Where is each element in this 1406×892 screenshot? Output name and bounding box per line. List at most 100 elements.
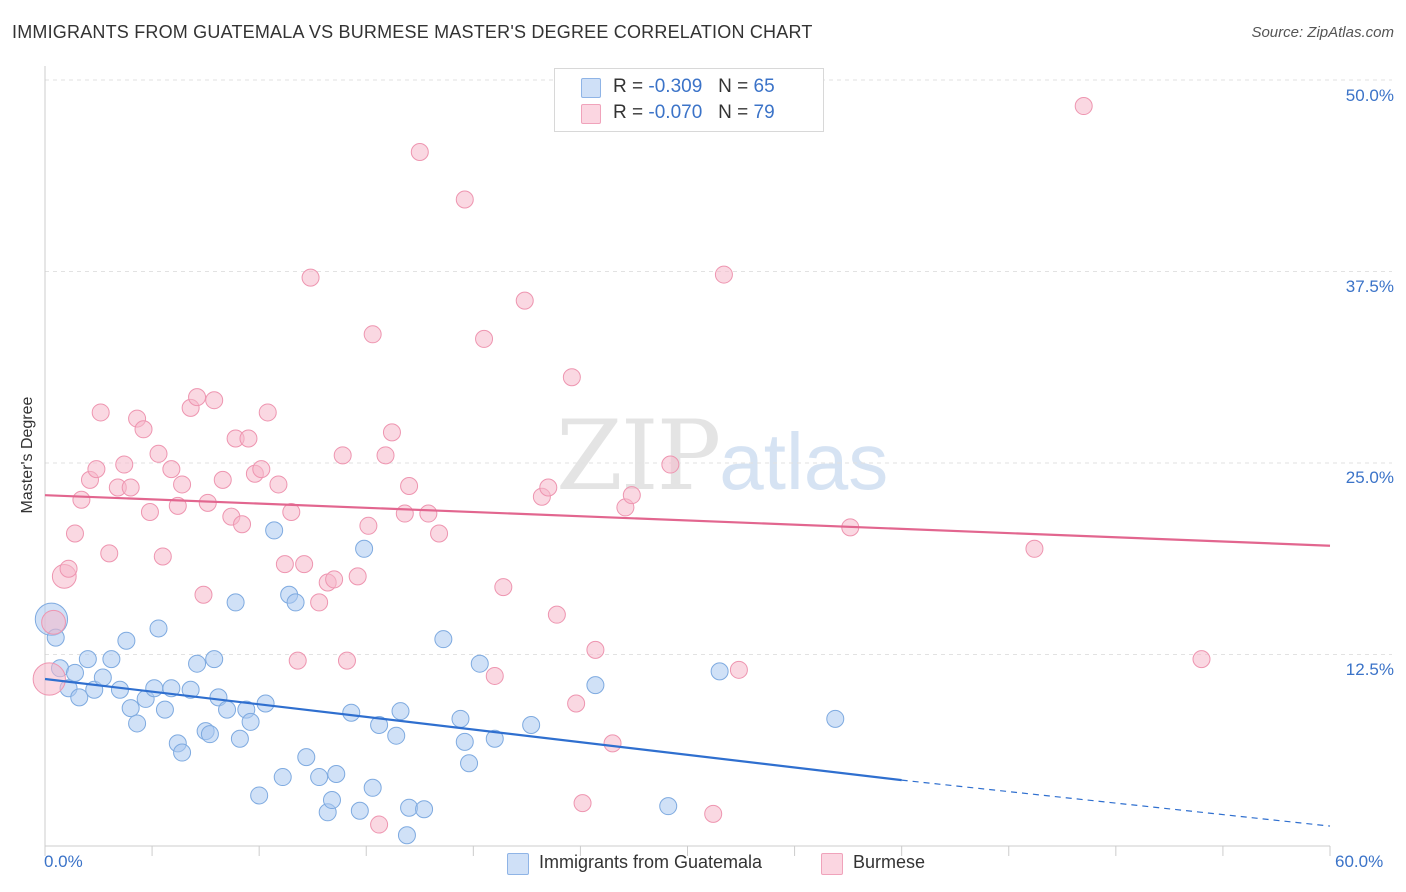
point-guatemala [70, 688, 89, 707]
point-burmese [567, 694, 586, 713]
source-credit: Source: ZipAtlas.com [1251, 24, 1394, 41]
point-burmese [59, 559, 78, 578]
point-burmese [419, 504, 438, 523]
bottom-legend-label-burmese: Burmese [853, 852, 926, 872]
point-burmese [494, 578, 513, 597]
point-burmese [363, 325, 382, 344]
point-guatemala [188, 654, 207, 673]
point-guatemala [250, 786, 269, 805]
correlation-legend: R = -0.309 N = 65 R = -0.070 N = 79 [554, 68, 824, 132]
point-guatemala [265, 521, 284, 540]
point-guatemala [400, 798, 419, 817]
point-burmese [269, 475, 288, 494]
point-burmese [400, 476, 419, 495]
point-guatemala [155, 700, 174, 719]
point-guatemala [128, 714, 147, 733]
point-burmese [359, 516, 378, 535]
point-guatemala [522, 715, 541, 734]
legend-n-value: 65 [753, 76, 775, 97]
point-burmese [573, 794, 592, 813]
point-burmese [661, 455, 680, 474]
point-burmese [213, 470, 232, 489]
point-guatemala [297, 748, 316, 767]
point-guatemala [826, 709, 845, 728]
point-guatemala [121, 699, 140, 718]
point-guatemala [145, 679, 164, 698]
point-guatemala [273, 768, 292, 787]
point-guatemala [93, 668, 112, 687]
point-burmese [310, 593, 329, 612]
point-guatemala [350, 801, 369, 820]
point-burmese [72, 490, 91, 509]
point-burmese [301, 268, 320, 287]
point-burmese [188, 388, 207, 407]
y-tick-label-12-5: 12.5% [1345, 660, 1394, 679]
point-guatemala [470, 654, 489, 673]
point-guatemala [586, 676, 605, 695]
x-tick-label-max: 60.0% [1335, 852, 1384, 871]
point-guatemala [149, 619, 168, 638]
point-guatemala [65, 663, 84, 682]
point-burmese [382, 423, 401, 442]
chart-title: IMMIGRANTS FROM GUATEMALA VS BURMESE MAS… [12, 22, 813, 42]
y-axis-label: Master's Degree [19, 396, 36, 514]
legend-swatch-burmese [581, 104, 601, 124]
point-burmese [194, 585, 213, 604]
point-burmese [282, 503, 301, 522]
point-burmese [475, 329, 494, 348]
point-burmese [376, 446, 395, 465]
legend-n-label: N = [718, 76, 749, 97]
point-guatemala [387, 726, 406, 745]
point-burmese [337, 651, 356, 670]
point-burmese [622, 486, 641, 505]
point-guatemala [226, 593, 245, 612]
point-guatemala [355, 539, 374, 558]
point-guatemala [286, 593, 305, 612]
point-burmese [395, 504, 414, 523]
point-burmese [539, 478, 558, 497]
point-guatemala [460, 754, 479, 773]
point-burmese [704, 804, 723, 823]
point-guatemala [710, 662, 729, 681]
point-burmese [547, 605, 566, 624]
point-guatemala [363, 778, 382, 797]
point-guatemala [415, 800, 434, 819]
point-burmese [162, 460, 181, 479]
legend-r-value: -0.309 [648, 76, 703, 97]
point-burmese [233, 515, 252, 534]
point-burmese [410, 143, 429, 162]
legend-r-label: R = [613, 76, 644, 97]
trend-line-extension-guatemala [901, 779, 1331, 827]
point-burmese [252, 460, 271, 479]
point-burmese [455, 190, 474, 209]
point-guatemala [230, 729, 249, 748]
point-guatemala [173, 743, 192, 762]
point-burmese [153, 547, 172, 566]
point-burmese [91, 403, 110, 422]
point-guatemala [370, 715, 389, 734]
point-guatemala [451, 709, 470, 728]
legend-r-value: -0.070 [648, 102, 703, 123]
point-guatemala [322, 791, 341, 810]
point-guatemala [181, 680, 200, 699]
legend-r-label: R = [613, 102, 644, 123]
point-guatemala [200, 725, 219, 744]
point-burmese [205, 391, 224, 410]
point-burmese [603, 734, 622, 753]
point-burmese [333, 446, 352, 465]
legend-swatch-guatemala [581, 78, 601, 98]
point-burmese [134, 420, 153, 439]
point-burmese [729, 660, 748, 679]
bottom-legend-swatch-burmese [821, 853, 843, 875]
point-guatemala [78, 650, 97, 669]
point-burmese [258, 403, 277, 422]
point-burmese [370, 815, 389, 834]
point-guatemala [241, 712, 260, 731]
point-guatemala [218, 700, 237, 719]
point-burmese [295, 555, 314, 574]
point-burmese [100, 544, 119, 563]
legend-n-value: 79 [753, 102, 775, 123]
point-burmese [348, 567, 367, 586]
point-guatemala [327, 764, 346, 783]
